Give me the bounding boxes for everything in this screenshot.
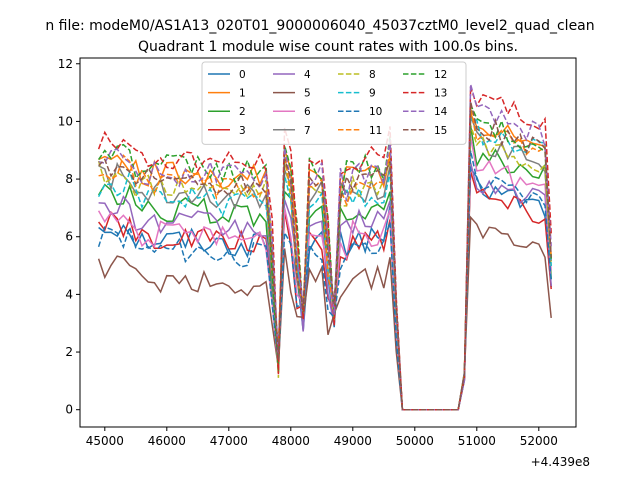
- series-line-12: [97, 104, 552, 411]
- x-tick-label: 51000: [458, 434, 496, 448]
- legend-label-7: 7: [304, 125, 311, 137]
- legend-label-6: 6: [304, 106, 311, 118]
- legend-box: [201, 61, 467, 145]
- y-tick-label: 10: [58, 114, 73, 128]
- series-line-11: [98, 107, 552, 411]
- y-tick-label: 8: [65, 172, 73, 186]
- legend-label-9: 9: [369, 88, 376, 100]
- legend-label-12: 12: [434, 69, 447, 81]
- x-tick-label: 45000: [86, 434, 124, 448]
- series-line-3: [98, 171, 552, 411]
- x-tick-label: 50000: [396, 434, 434, 448]
- legend-label-14: 14: [434, 106, 448, 118]
- x-tick-label: 52000: [520, 434, 558, 448]
- chart-title: Quadrant 1 module wise count rates with …: [138, 39, 518, 55]
- x-tick-label: 49000: [334, 434, 372, 448]
- y-tick-label: 4: [65, 287, 73, 301]
- legend-label-1: 1: [239, 88, 246, 100]
- series-line-9: [97, 118, 552, 411]
- y-tick-label: 2: [65, 345, 73, 359]
- x-offset-label: +4.439e8: [531, 455, 590, 469]
- y-tick-label: 6: [65, 230, 73, 244]
- series-line-5: [97, 215, 552, 411]
- legend-label-15: 15: [434, 125, 447, 137]
- legend-label-10: 10: [369, 106, 382, 118]
- y-axis: 0 2 4 6 8 10 12: [58, 57, 80, 417]
- series-line-10: [97, 150, 552, 411]
- legend-label-3: 3: [239, 125, 246, 137]
- legend-label-2: 2: [239, 106, 246, 118]
- x-axis: 45000 46000 47000 48000 49000 50000 51000 52000: [86, 427, 558, 448]
- legend-label-11: 11: [369, 125, 382, 137]
- legend-label-8: 8: [369, 69, 376, 81]
- x-tick-label: 47000: [210, 434, 248, 448]
- series-line-6: [97, 136, 552, 411]
- legend-label-0: 0: [239, 69, 246, 81]
- legend-label-5: 5: [304, 88, 311, 100]
- x-tick-label: 46000: [148, 434, 186, 448]
- series-layer: [97, 84, 552, 411]
- figure-suptitle: n file: modeM0/AS1A13_020T01_9000006040_…: [45, 18, 594, 34]
- y-tick-label: 0: [65, 403, 73, 417]
- legend-label-13: 13: [434, 88, 447, 100]
- plot-frame: [79, 57, 577, 428]
- series-line-15: [98, 101, 552, 411]
- x-tick-label: 48000: [272, 434, 310, 448]
- y-tick-label: 12: [58, 57, 73, 71]
- legend-label-4: 4: [304, 69, 311, 81]
